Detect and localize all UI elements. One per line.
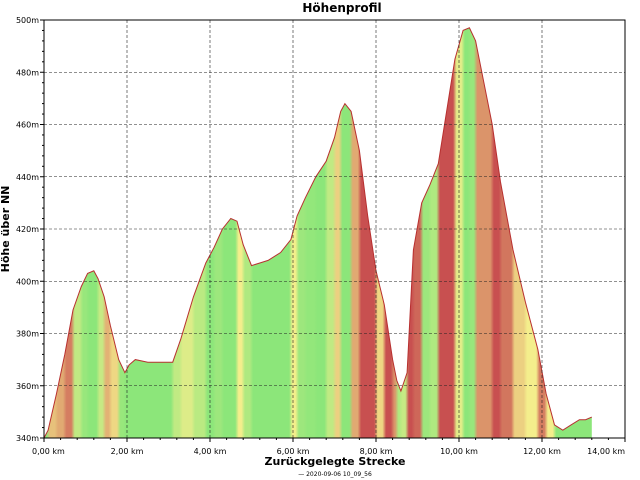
x-tick-label: 6,00 km — [277, 447, 310, 456]
y-tick-label: 340m — [16, 434, 39, 443]
y-tick-label: 460m — [16, 121, 39, 130]
x-tick-label: 0,00 km — [32, 447, 65, 456]
y-tick-label: 400m — [16, 277, 39, 286]
chart-title: Höhenprofil — [302, 1, 381, 15]
x-axis: 0,00 km 2,00 km 4,00 km 6,00 km 8,00 km 10,00… — [32, 438, 626, 456]
x-tick-label: 10,00 km — [440, 447, 478, 456]
x-tick-label: 8,00 km — [360, 447, 393, 456]
grid-lines — [44, 20, 625, 438]
y-tick-label: 500m — [16, 16, 39, 25]
plot-area — [44, 27, 592, 438]
x-tick-label: 4,00 km — [194, 447, 227, 456]
y-axis: 340m 360m 380m 400m 420m 440m 460m 480m 500m — [16, 16, 44, 443]
x-tick-label: 2,00 km — [111, 447, 144, 456]
x-axis-title: Zurückgelegte Strecke — [265, 455, 406, 468]
y-tick-label: 440m — [16, 173, 39, 182]
x-tick-label: 12,00 km — [523, 447, 561, 456]
y-axis-title: Höhe über NN — [0, 186, 12, 273]
y-tick-label: 380m — [16, 330, 39, 339]
x-tick-label: 14,00 km — [587, 447, 625, 456]
y-tick-label: 360m — [16, 382, 39, 391]
elevation-area — [44, 27, 592, 438]
y-tick-label: 480m — [16, 68, 39, 77]
y-tick-label: 420m — [16, 225, 39, 234]
elevation-line — [44, 27, 592, 438]
chart-footer: — 2020-09-06 10_09_56 — [298, 471, 372, 478]
